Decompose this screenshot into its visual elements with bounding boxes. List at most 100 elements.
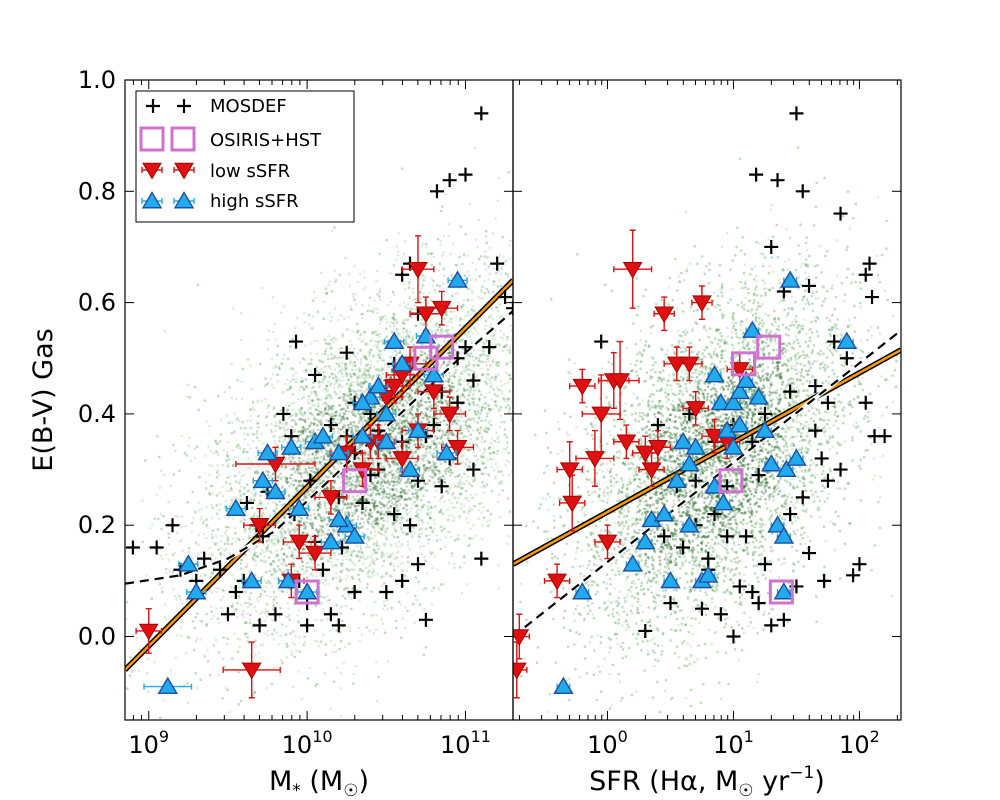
cloud-dot bbox=[363, 390, 366, 393]
cloud-dot bbox=[516, 273, 519, 276]
cloud-dot bbox=[459, 425, 463, 428]
cloud-dot bbox=[496, 437, 499, 440]
cloud-dot bbox=[226, 688, 229, 692]
cloud-dot bbox=[437, 344, 441, 347]
cloud-dot bbox=[238, 586, 242, 589]
cloud-dot bbox=[474, 454, 477, 458]
cloud-dot bbox=[421, 404, 424, 407]
cloud-dot bbox=[382, 559, 386, 563]
cloud-dot bbox=[305, 386, 309, 389]
cloud-dot bbox=[357, 421, 361, 425]
cloud-dot bbox=[467, 299, 470, 302]
cloud-dot bbox=[458, 396, 462, 400]
cloud-dot bbox=[488, 519, 491, 522]
cloud-dot bbox=[419, 545, 422, 549]
cloud-dot bbox=[414, 449, 418, 453]
cloud-dot bbox=[318, 506, 321, 510]
cloud-dot bbox=[373, 518, 377, 521]
cloud-dot bbox=[372, 519, 376, 523]
cloud-dot bbox=[435, 436, 439, 440]
cloud-dot bbox=[448, 385, 452, 389]
cloud-dot bbox=[224, 531, 227, 535]
cloud-dot bbox=[480, 409, 484, 412]
cloud-dot bbox=[335, 461, 339, 465]
cloud-dot bbox=[475, 356, 479, 359]
cloud-dot bbox=[543, 457, 546, 460]
cloud-dot bbox=[382, 575, 386, 578]
cloud-dot bbox=[565, 374, 568, 377]
cloud-dot bbox=[312, 508, 316, 512]
cloud-dot bbox=[300, 376, 303, 380]
cloud-dot bbox=[563, 328, 566, 331]
cloud-dot bbox=[326, 523, 329, 526]
cloud-dot bbox=[296, 614, 299, 617]
cloud-dot bbox=[553, 260, 556, 263]
cloud-dot bbox=[404, 481, 408, 485]
cloud-dot bbox=[307, 398, 311, 401]
cloud-dot bbox=[485, 430, 489, 434]
cloud-dot bbox=[223, 390, 226, 394]
cloud-dot bbox=[508, 390, 512, 394]
cloud-dot bbox=[544, 373, 547, 376]
cloud-dot bbox=[489, 334, 493, 338]
cloud-dot bbox=[442, 361, 446, 365]
cloud-dot bbox=[325, 291, 328, 295]
cloud-dot bbox=[321, 402, 324, 406]
cloud-dot bbox=[369, 375, 373, 378]
cloud-dot bbox=[315, 682, 319, 686]
cloud-dot bbox=[540, 304, 543, 307]
cloud-dot bbox=[371, 537, 375, 540]
cloud-dot bbox=[468, 506, 472, 510]
cloud-dot bbox=[587, 275, 590, 278]
cloud-dot bbox=[423, 468, 427, 471]
cloud-dot bbox=[499, 284, 503, 288]
cloud-dot bbox=[606, 466, 609, 469]
cloud-dot bbox=[473, 420, 477, 423]
cloud-dot bbox=[347, 426, 350, 430]
cloud-dot bbox=[513, 362, 516, 365]
cloud-dot bbox=[215, 535, 218, 538]
cloud-dot bbox=[395, 504, 399, 507]
cloud-dot bbox=[609, 340, 612, 343]
cloud-dot bbox=[403, 423, 407, 426]
cloud-dot bbox=[473, 326, 476, 330]
cloud-dot bbox=[226, 476, 229, 480]
cloud-dot bbox=[294, 479, 297, 482]
cloud-dot bbox=[287, 607, 291, 610]
cloud-dot bbox=[475, 443, 479, 447]
cloud-dot bbox=[395, 258, 398, 261]
cloud-dot bbox=[248, 598, 252, 601]
cloud-dot bbox=[446, 434, 450, 437]
cloud-dot bbox=[370, 493, 374, 497]
cloud-dot bbox=[356, 351, 360, 355]
cloud-dot bbox=[275, 507, 278, 510]
cloud-dot bbox=[404, 353, 407, 357]
cloud-dot bbox=[573, 303, 576, 306]
cloud-dot bbox=[479, 455, 483, 458]
cloud-dot bbox=[520, 379, 523, 382]
cloud-dot bbox=[595, 356, 598, 359]
cloud-dot bbox=[311, 466, 315, 470]
cloud-dot bbox=[484, 360, 488, 364]
cloud-dot bbox=[309, 542, 313, 546]
cloud-dot bbox=[340, 415, 344, 419]
cloud-dot bbox=[395, 556, 399, 560]
cloud-dot bbox=[262, 487, 265, 491]
cloud-dot bbox=[428, 533, 431, 537]
cloud-dot bbox=[569, 400, 572, 403]
cloud-dot bbox=[390, 431, 393, 435]
cloud-dot bbox=[283, 428, 287, 432]
cloud-dot bbox=[575, 357, 578, 360]
cloud-dot bbox=[353, 264, 357, 268]
cloud-dot bbox=[295, 371, 298, 375]
cloud-dot bbox=[428, 427, 431, 430]
cloud-dot bbox=[397, 498, 401, 502]
cloud-dot bbox=[360, 375, 364, 379]
cloud-dot bbox=[489, 512, 493, 516]
cloud-dot bbox=[370, 511, 374, 515]
cloud-dot bbox=[318, 359, 321, 362]
cloud-dot bbox=[468, 287, 472, 291]
cloud-dot bbox=[347, 513, 351, 516]
cloud-dot bbox=[366, 363, 370, 366]
